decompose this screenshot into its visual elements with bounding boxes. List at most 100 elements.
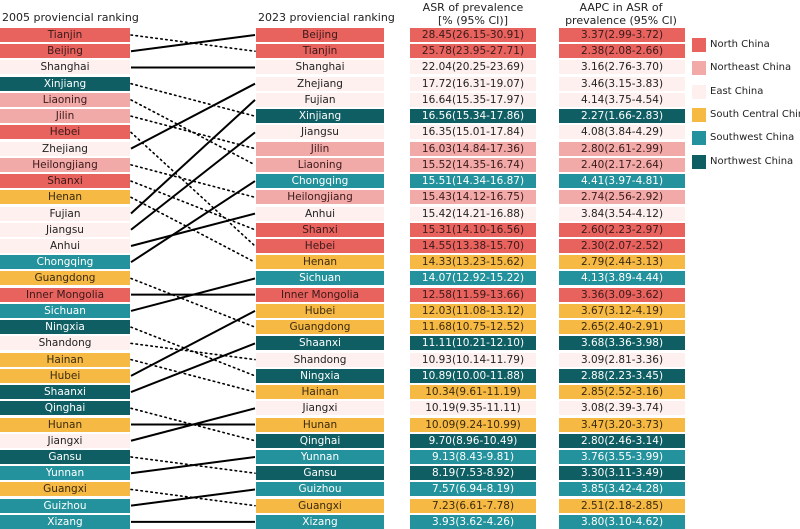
legend-label: East China [710, 85, 764, 97]
ranking-2005-cell: Inner Mongolia [0, 287, 130, 302]
ranking-2005-cell: Beijing [0, 44, 130, 59]
aapc-value-cell: 2.79(2.44-3.13) [559, 255, 685, 270]
asr-value-cell: 11.68(10.75-12.52) [410, 320, 536, 335]
ranking-2023-cell: Beijing [256, 28, 384, 42]
rank-rise-line [130, 34, 256, 53]
aapc-header-line1: AAPC in ASR of [579, 1, 663, 14]
rank-decline-line [130, 407, 256, 442]
asr-value-cell: 9.70(8.96-10.49) [410, 433, 536, 448]
ranking-2023-cell: Liaoning [256, 157, 384, 172]
rank-rise-line [130, 310, 256, 377]
ranking-2023-cell: Chongqing [256, 174, 384, 189]
rank-decline-line [130, 180, 256, 231]
aapc-value-cell: 2.40(2.17-2.64) [559, 157, 685, 172]
aapc-value-cell: 3.67(3.12-4.19) [559, 303, 685, 318]
asr-value-cell: 10.34(9.61-11.19) [410, 385, 536, 400]
asr-header-line2: [% (95% CI)] [438, 14, 508, 27]
asr-value-cell: 10.89(10.00-11.88) [410, 368, 536, 383]
ranking-2005-cell: Gansu [0, 449, 130, 464]
legend-label: Southwest China [710, 132, 795, 144]
aapc-value-cell: 3.37(2.99-3.72) [559, 28, 685, 42]
legend-swatch [692, 61, 706, 76]
aapc-value-cell: 2.65(2.40-2.91) [559, 320, 685, 335]
rank-decline-line [130, 131, 256, 247]
ranking-2023-cell: Shanxi [256, 222, 384, 237]
ranking-2005-cell: Shandong [0, 336, 130, 351]
ranking-2005-cell: Jiangxi [0, 433, 130, 448]
ranking-2005-cell: Hebei [0, 125, 130, 140]
ranking-2005-cell: Hainan [0, 352, 130, 367]
aapc-header: AAPC in ASR of prevalence (95% CI) [553, 1, 689, 27]
legend-label: Northwest China [710, 155, 794, 167]
ranking-2005-cell: Shanxi [0, 174, 130, 189]
rank-decline-line [130, 164, 256, 199]
ranking-2005-cell: Shanghai [0, 60, 130, 75]
ranking-2005-cell: Ningxia [0, 320, 130, 335]
aapc-value-cell: 2.38(2.08-2.66) [559, 44, 685, 59]
ranking-2023-cell: Xizang [256, 514, 384, 529]
ranking-2005-cell: Jilin [0, 109, 130, 124]
asr-value-cell: 10.19(9.35-11.11) [410, 401, 536, 416]
asr-value-cell: 10.93(10.14-11.79) [410, 352, 536, 367]
ranking-2023-cell: Shaanxi [256, 336, 384, 351]
aapc-value-cell: 3.84(3.54-4.12) [559, 206, 685, 221]
ranking-2023-cell: Hebei [256, 238, 384, 253]
aapc-value-cell: 3.30(3.11-3.49) [559, 466, 685, 481]
aapc-value-cell: 3.80(3.10-4.62) [559, 514, 685, 529]
asr-value-cell: 16.56(15.34-17.86) [410, 109, 536, 124]
rank-rise-line [130, 488, 256, 507]
ranking-2005-cell: Hunan [0, 417, 130, 432]
ranking-2005-cell: Zhejiang [0, 141, 130, 156]
ranking-2005-cell: Jiangsu [0, 222, 130, 237]
asr-value-cell: 15.43(14.12-16.75) [410, 190, 536, 205]
asr-value-cell: 14.33(13.23-15.62) [410, 255, 536, 270]
asr-value-cell: 15.31(14.10-16.56) [410, 222, 536, 237]
aapc-value-cell: 3.36(3.09-3.62) [559, 287, 685, 302]
asr-value-cell: 25.78(23.95-27.71) [410, 44, 536, 59]
aapc-value-cell: 4.14(3.75-4.54) [559, 92, 685, 107]
ranking-2005-cell: Shaanxi [0, 385, 130, 400]
ranking-2023-cell: Shanghai [256, 60, 384, 75]
ranking-2005-cell: Yunnan [0, 466, 130, 481]
asr-header: ASR of prevalence [% (95% CI)] [410, 1, 536, 27]
asr-value-cell: 15.52(14.35-16.74) [410, 157, 536, 172]
aapc-value-cell: 2.60(2.23-2.97) [559, 222, 685, 237]
rank-decline-line [130, 99, 256, 166]
asr-value-cell: 15.42(14.21-16.88) [410, 206, 536, 221]
legend-swatch [692, 84, 706, 99]
asr-value-cell: 12.03(11.08-13.12) [410, 303, 536, 318]
asr-value-cell: 9.13(8.43-9.81) [410, 449, 536, 464]
asr-value-cell: 10.09(9.24-10.99) [410, 417, 536, 432]
aapc-value-cell: 3.47(3.20-3.73) [559, 417, 685, 432]
ranking-2023-cell: Yunnan [256, 449, 384, 464]
aapc-value-cell: 2.80(2.61-2.99) [559, 141, 685, 156]
legend-label: North China [710, 39, 770, 50]
rank-decline-line [130, 326, 256, 377]
rank-decline-line [130, 456, 256, 475]
legend-swatch [692, 154, 706, 169]
rank-rise-line [130, 212, 256, 247]
ranking-2023-cell: Jiangxi [256, 401, 384, 416]
rank-decline-line [130, 34, 256, 53]
rank-rise-line [130, 342, 256, 393]
ranking-2023-cell: Hainan [256, 385, 384, 400]
aapc-header-line2: prevalence (95% CI) [565, 14, 677, 27]
legend-label: Northeast China [710, 62, 792, 74]
asr-value-cell: 28.45(26.15-30.91) [410, 28, 536, 42]
ranking-2005-cell: Guangxi [0, 482, 130, 497]
aapc-value-cell: 2.51(2.18-2.85) [559, 498, 685, 513]
ranking-2005-cell: Tianjin [0, 28, 130, 42]
ranking-2023-cell: Tianjin [256, 44, 384, 59]
ranking-2023-cell: Jilin [256, 141, 384, 156]
asr-value-cell: 7.23(6.61-7.78) [410, 498, 536, 513]
legend-swatch [692, 131, 706, 146]
ranking-2005-cell: Anhui [0, 238, 130, 253]
asr-value-cell: 12.58(11.59-13.66) [410, 287, 536, 302]
aapc-value-cell: 4.13(3.89-4.44) [559, 271, 685, 286]
ranking-2023-cell: Hubei [256, 303, 384, 318]
ranking-2023-cell: Sichuan [256, 271, 384, 286]
ranking-2023-cell: Jiangsu [256, 125, 384, 140]
asr-value-cell: 22.04(20.25-23.69) [410, 60, 536, 75]
aapc-value-cell: 2.74(2.56-2.92) [559, 190, 685, 205]
